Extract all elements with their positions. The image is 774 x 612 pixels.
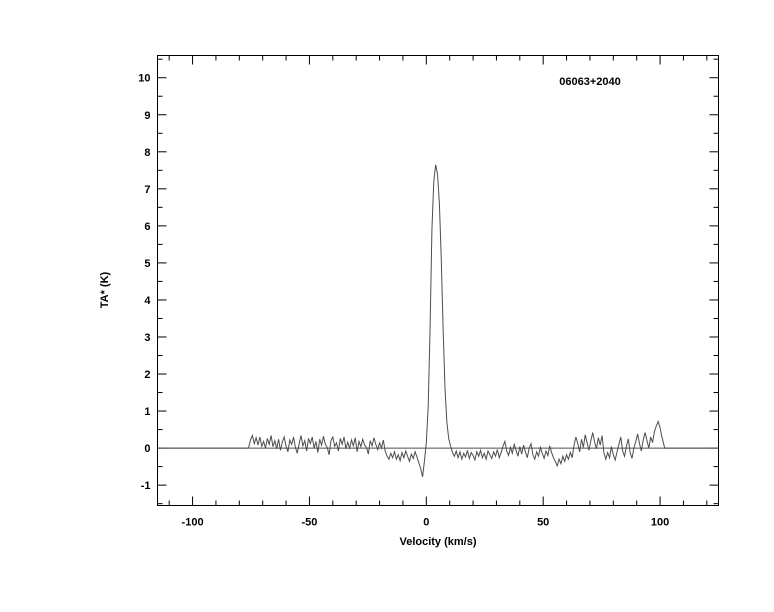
y-axis-major-ticks xyxy=(157,77,719,486)
x-tick-label: 100 xyxy=(651,517,669,529)
y-tick-label: 9 xyxy=(144,110,150,122)
axes-frame xyxy=(157,55,719,506)
y-axis-minor-ticks xyxy=(157,58,719,505)
y-tick-label: -1 xyxy=(141,480,151,492)
x-axis-minor-ticks xyxy=(168,55,708,506)
y-tick-label: 6 xyxy=(144,221,150,233)
y-tick-label: 0 xyxy=(144,443,150,455)
y-tick-label: 4 xyxy=(144,295,151,307)
x-axis-tick-labels: -100 -50 0 50 100 xyxy=(182,517,670,529)
plot-frame xyxy=(157,55,719,506)
x-tick-label: -100 xyxy=(182,517,204,529)
x-axis-label: Velocity (km/s) xyxy=(399,536,476,548)
x-tick-label: -50 xyxy=(301,517,317,529)
y-tick-label: 10 xyxy=(138,73,150,85)
x-axis-major-ticks xyxy=(192,55,661,506)
data-layer xyxy=(157,164,719,478)
y-tick-label: 3 xyxy=(144,332,150,344)
y-tick-label: 1 xyxy=(144,406,150,418)
x-tick-label: 50 xyxy=(537,517,549,529)
spectrum-trace xyxy=(157,164,719,478)
x-tick-label: 0 xyxy=(423,517,429,529)
y-tick-label: 2 xyxy=(144,369,150,381)
y-axis-tick-labels: -1 0 1 2 3 4 5 6 7 8 9 10 xyxy=(138,73,151,492)
y-axis-label: TA* (K) xyxy=(99,271,111,308)
source-name-label: 06063+2040 xyxy=(559,76,620,88)
y-tick-label: 5 xyxy=(144,258,150,270)
y-tick-label: 7 xyxy=(144,184,150,196)
y-tick-label: 8 xyxy=(144,147,150,159)
